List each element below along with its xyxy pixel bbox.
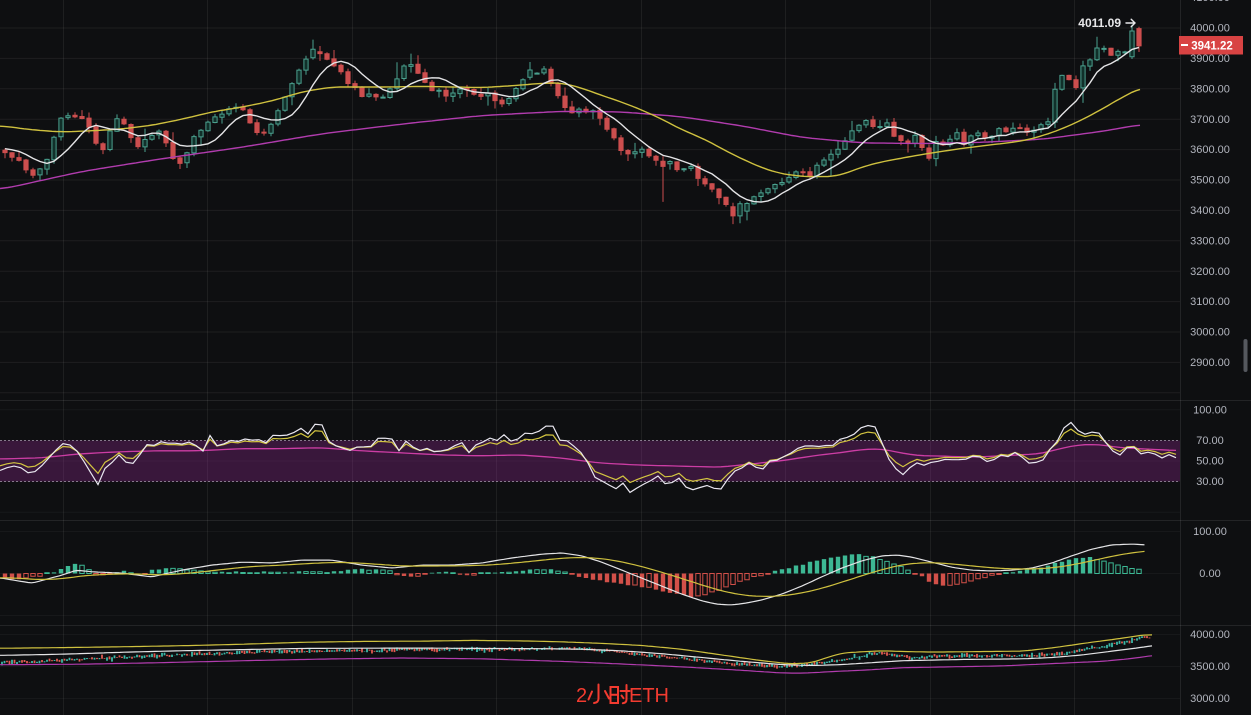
svg-text:3700.00: 3700.00 <box>1190 114 1230 126</box>
svg-text:3400.00: 3400.00 <box>1190 205 1230 217</box>
svg-text:100.00: 100.00 <box>1193 404 1227 416</box>
svg-text:3000.00: 3000.00 <box>1190 693 1230 705</box>
svg-text:3100.00: 3100.00 <box>1190 296 1230 308</box>
svg-text:3500.00: 3500.00 <box>1190 661 1230 673</box>
svg-text:ETH: ETH <box>629 685 669 707</box>
svg-text:2: 2 <box>576 685 587 707</box>
svg-text:4000.00: 4000.00 <box>1190 629 1230 641</box>
svg-text:3500.00: 3500.00 <box>1190 175 1230 187</box>
svg-text:3200.00: 3200.00 <box>1190 266 1230 278</box>
svg-text:50.00: 50.00 <box>1196 456 1224 468</box>
svg-text:30.00: 30.00 <box>1196 476 1224 488</box>
svg-text:4011.09: 4011.09 <box>1078 16 1121 30</box>
svg-text:3800.00: 3800.00 <box>1190 83 1230 95</box>
svg-text:4100.00: 4100.00 <box>1190 0 1230 4</box>
svg-text:3900.00: 3900.00 <box>1190 53 1230 65</box>
svg-text:70.00: 70.00 <box>1196 435 1224 447</box>
svg-text:100.00: 100.00 <box>1193 526 1227 538</box>
svg-text:0.00: 0.00 <box>1199 568 1220 580</box>
svg-text:2900.00: 2900.00 <box>1190 357 1230 369</box>
svg-text:3000.00: 3000.00 <box>1190 327 1230 339</box>
svg-text:3941.22: 3941.22 <box>1191 40 1233 52</box>
svg-text:3600.00: 3600.00 <box>1190 144 1230 156</box>
svg-text:3300.00: 3300.00 <box>1190 235 1230 247</box>
svg-text:4000.00: 4000.00 <box>1190 23 1230 35</box>
